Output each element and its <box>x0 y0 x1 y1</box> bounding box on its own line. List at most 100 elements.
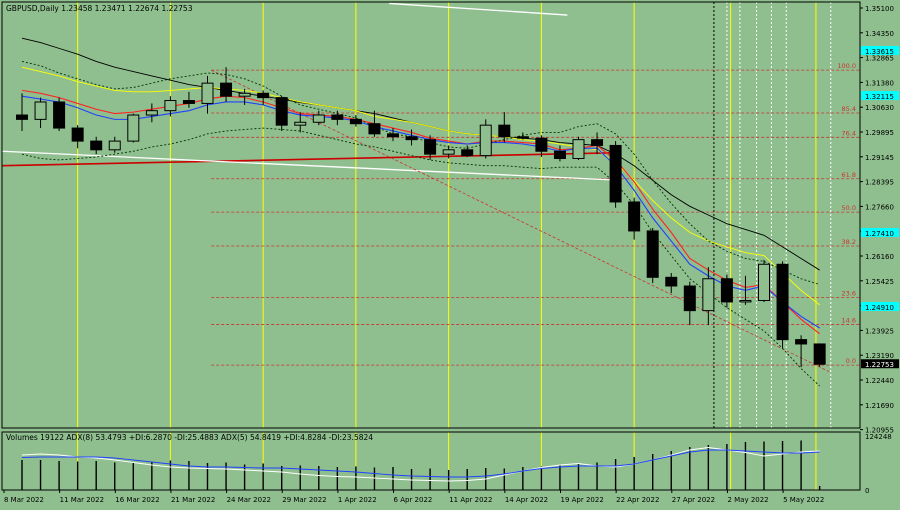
adx-blue-line <box>21 449 820 478</box>
indicator-header: Volumes 19122 ADX(8) 53.4793 +DI:6.2870 … <box>6 433 373 442</box>
date-axis-label: 16 Mar 2022 <box>115 496 159 504</box>
fib-level-label: 38.2 <box>842 238 856 246</box>
price-axis-label: 1.32865 <box>865 55 894 63</box>
bearish-candle <box>387 133 399 138</box>
bearish-candle <box>498 124 511 138</box>
bearish-candle <box>516 136 529 139</box>
bearish-candle <box>275 97 288 126</box>
bearish-candle <box>646 230 659 278</box>
bearish-candle <box>424 139 437 155</box>
bearish-candle <box>776 263 789 341</box>
bearish-candle <box>628 201 641 232</box>
white-trendline-upper <box>389 2 568 16</box>
bearish-candle <box>257 92 270 99</box>
fib-level-label: 85.4 <box>842 105 856 113</box>
bearish-candle <box>683 285 696 312</box>
fib-level-label: 0.0 <box>846 357 856 365</box>
bearish-candle <box>720 278 733 303</box>
bearish-candle <box>220 82 233 97</box>
price-highlight-label: 1.32115 <box>865 93 894 101</box>
bearish-candle <box>591 139 604 146</box>
price-highlight-label: 1.24910 <box>865 304 894 312</box>
bullish-candle <box>34 101 47 120</box>
bearish-candle <box>53 101 66 129</box>
bearish-candle <box>461 149 474 157</box>
bearish-candle <box>813 343 826 365</box>
price-highlight-tag <box>861 91 899 100</box>
fib-level-label: 76.4 <box>842 129 856 137</box>
price-axis-label: 1.20955 <box>865 427 894 435</box>
bullish-candle <box>108 140 121 151</box>
bearish-candle <box>349 118 362 125</box>
price-highlight-tag <box>861 228 899 237</box>
date-axis-label: 5 May 2022 <box>783 496 824 504</box>
price-axis-label: 1.21690 <box>865 402 894 410</box>
price-axis-label: 1.28395 <box>865 179 894 187</box>
adx-white-line <box>21 447 820 482</box>
date-axis-label: 29 Mar 2022 <box>282 496 326 504</box>
chart-symbol-header: GBPUSD,Daily 1.23458 1.23471 1.22674 1.2… <box>6 4 193 13</box>
bearish-candle <box>16 114 28 120</box>
price-axis-label: 1.35100 <box>865 5 894 13</box>
bullish-candle <box>702 278 715 312</box>
bullish-candle <box>739 299 752 303</box>
date-axis-label: 2 May 2022 <box>727 496 768 504</box>
red-trendline <box>2 151 620 167</box>
bullish-candle <box>294 121 307 126</box>
date-axis-label: 14 Apr 2022 <box>505 496 548 504</box>
date-axis-label: 11 Apr 2022 <box>449 496 492 504</box>
date-axis-label: 27 Apr 2022 <box>672 496 715 504</box>
price-axis-label: 1.22440 <box>865 377 894 385</box>
bearish-candle <box>535 137 548 152</box>
date-axis-label: 6 Apr 2022 <box>394 496 433 504</box>
fib-level-label: 14.6 <box>842 317 856 325</box>
bullish-candle <box>479 124 492 157</box>
price-highlight-tag <box>861 46 899 55</box>
bearish-candle <box>553 150 566 159</box>
price-highlight-tag <box>861 302 899 311</box>
date-axis-label: 22 Apr 2022 <box>616 496 659 504</box>
current-price-tag <box>861 359 899 369</box>
bearish-candle <box>609 144 622 203</box>
price-axis-label: 1.34350 <box>865 30 894 38</box>
bullish-candle <box>201 82 214 104</box>
indicator-axis-zero: 0 <box>865 487 869 495</box>
date-axis-label: 8 Mar 2022 <box>4 496 44 504</box>
fib-level-label: 23.6 <box>842 290 856 298</box>
fib-level-label: 61.8 <box>842 171 856 179</box>
upper-envelope-line <box>21 60 820 285</box>
bearish-candle <box>182 100 195 104</box>
main-panel-frame <box>1 1 861 429</box>
price-highlight-label: 1.27410 <box>865 230 894 238</box>
bearish-candle <box>331 114 344 120</box>
bearish-candle <box>795 339 808 345</box>
date-axis-label: 1 Apr 2022 <box>338 496 377 504</box>
price-axis-label: 1.30630 <box>865 104 894 112</box>
yellow-moving-average-line <box>21 66 820 306</box>
fib-level-label: 50.0 <box>842 204 856 212</box>
bullish-candle <box>442 149 455 155</box>
indicator-axis-max: 124248 <box>865 433 892 441</box>
bearish-candle <box>665 276 678 287</box>
bullish-candle <box>145 110 158 116</box>
price-axis-label: 1.29895 <box>865 129 894 137</box>
current-price-label: 1.22753 <box>865 361 894 369</box>
date-axis-label: 24 Mar 2022 <box>227 496 271 504</box>
bullish-candle <box>312 114 325 123</box>
date-axis-label: 19 Apr 2022 <box>561 496 604 504</box>
price-axis-label: 1.25425 <box>865 278 894 286</box>
date-axis-label: 21 Mar 2022 <box>171 496 215 504</box>
bearish-candle <box>71 127 84 142</box>
price-highlight-label: 1.33615 <box>865 48 894 56</box>
bullish-candle <box>127 114 140 142</box>
price-axis-label: 1.26160 <box>865 253 894 261</box>
fib-diagonal-line <box>211 69 830 372</box>
bearish-candle <box>368 123 381 135</box>
bearish-candle <box>405 136 418 141</box>
fib-level-label: 100.0 <box>837 62 856 70</box>
bullish-candle <box>758 263 770 301</box>
lower-envelope-line <box>21 127 820 387</box>
